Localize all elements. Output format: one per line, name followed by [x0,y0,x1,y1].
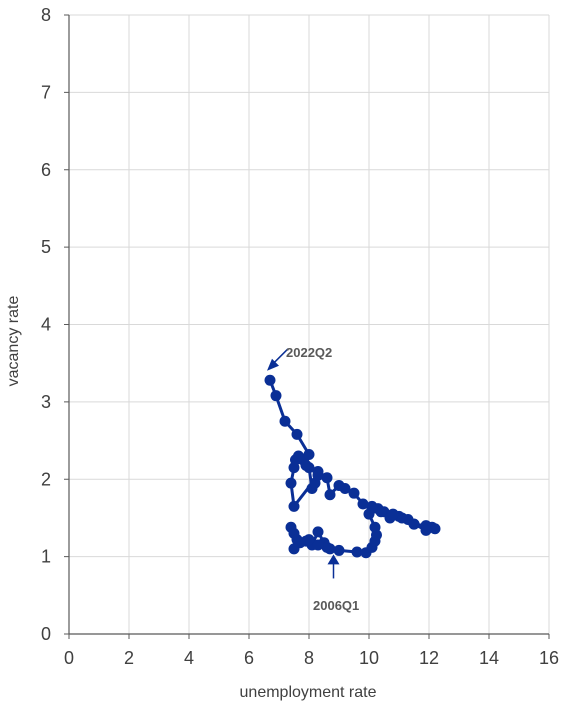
data-point [301,460,312,471]
x-axis-title: unemployment rate [240,684,377,701]
y-tick-label: 1 [41,547,51,567]
y-tick-label: 6 [41,160,51,180]
data-point [265,375,276,386]
data-point [280,416,291,427]
data-point [289,543,300,554]
y-tick-label: 0 [41,624,51,644]
data-point [271,390,282,401]
x-tick-label: 2 [124,648,134,668]
x-tick-label: 12 [419,648,439,668]
y-tick-label: 7 [41,82,51,102]
data-point [334,480,345,491]
y-axis-title: vacancy rate [5,296,22,387]
data-point [388,509,399,520]
data-point [313,526,324,537]
annotation-arrowhead [328,554,340,564]
annotation-label: 2006Q1 [313,598,359,613]
y-tick-label: 4 [41,315,51,335]
y-tick-label: 3 [41,392,51,412]
data-point [334,545,345,556]
data-point [289,501,300,512]
data-point [370,522,381,533]
data-point [313,470,324,481]
x-tick-label: 8 [304,648,314,668]
annotation-label: 2022Q2 [286,345,332,360]
data-point [292,429,303,440]
y-tick-label: 2 [41,469,51,489]
x-tick-label: 14 [479,648,499,668]
y-tick-label: 8 [41,5,51,25]
x-tick-label: 4 [184,648,194,668]
data-point [358,499,369,510]
y-tick-label: 5 [41,237,51,257]
data-point [304,449,315,460]
data-point [421,525,432,536]
data-point [325,489,336,500]
x-tick-label: 16 [539,648,559,668]
x-tick-label: 6 [244,648,254,668]
data-point [286,478,297,489]
x-tick-label: 10 [359,648,379,668]
data-point [409,519,420,530]
x-tick-label: 0 [64,648,74,668]
